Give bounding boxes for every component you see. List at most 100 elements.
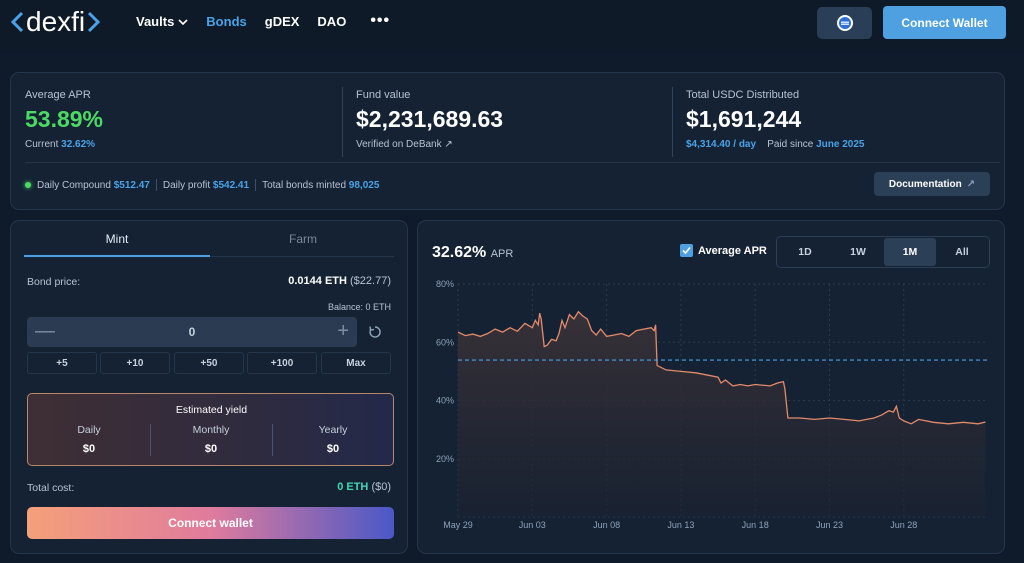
dexfi-logo[interactable]: dexfi: [10, 4, 101, 40]
debank-link[interactable]: Verified on DeBank ↗: [356, 139, 503, 150]
total-cost-eth: 0 ETH: [337, 481, 369, 493]
plus-icon[interactable]: +: [337, 320, 349, 342]
x-tick-label: Jun 28: [890, 520, 917, 530]
x-tick-label: May 29: [443, 520, 473, 530]
connect-wallet-mint-button[interactable]: Connect wallet: [27, 507, 394, 539]
connect-wallet-button[interactable]: Connect Wallet: [883, 6, 1006, 39]
stat-label: Average APR: [25, 89, 91, 101]
range-1m[interactable]: 1M: [884, 238, 936, 266]
separator: [155, 179, 157, 191]
y-tick-label: 60%: [436, 337, 454, 347]
stats-card: Average APR 53.89% Current 32.62% Fund v…: [10, 72, 1005, 210]
fund-value-stat: Fund value $2,231,689.63 Verified on DeB…: [356, 89, 503, 150]
usdc-per-day: $4,314.40 / day: [686, 139, 757, 150]
external-link-icon: ↗: [444, 139, 453, 150]
quick-max[interactable]: Max: [321, 352, 391, 374]
quick-add-5[interactable]: +5: [27, 352, 97, 374]
stat-label: Total USDC Distributed: [686, 89, 800, 101]
current-apr-value: 32.62%: [61, 139, 96, 150]
daily-compound-label: Daily Compound: [37, 179, 111, 191]
bonds-minted-value: 98,025: [348, 179, 380, 191]
separator: [255, 179, 257, 191]
nav-links: Vaults Bonds gDEX DAO •••: [136, 12, 391, 30]
y-tick-label: 40%: [436, 396, 454, 406]
bond-price-label: Bond price:: [27, 276, 81, 288]
current-apr-unit: APR: [490, 248, 514, 260]
x-tick-label: Jun 03: [519, 520, 546, 530]
usdc-details: $4,314.40 / day Paid since June 2025: [686, 139, 864, 150]
usdc-distributed-stat: Total USDC Distributed $1,691,244 $4,314…: [686, 89, 864, 150]
tab-farm[interactable]: Farm: [289, 232, 317, 246]
range-1w[interactable]: 1W: [850, 246, 866, 258]
bond-price-eth: 0.0144 ETH: [288, 275, 347, 287]
nav-link-bonds[interactable]: Bonds: [206, 14, 246, 29]
amount-input[interactable]: 0: [188, 325, 196, 339]
x-tick-label: Jun 08: [593, 520, 620, 530]
average-apr-toggle[interactable]: Average APR: [680, 244, 767, 257]
average-apr-label: Average APR: [698, 244, 767, 257]
apr-line: [457, 310, 986, 425]
daily-compound-value: $512.47: [113, 179, 150, 191]
quick-add-50[interactable]: +50: [174, 352, 244, 374]
live-indicator-icon: [25, 182, 31, 188]
logo-left-chevron-icon: [10, 11, 24, 33]
quick-add-100[interactable]: +100: [247, 352, 317, 374]
range-selector: 1D 1W 1M All: [776, 236, 990, 268]
current-apr: 32.62% APR: [432, 244, 513, 262]
yield-yearly: Yearly $0: [272, 424, 394, 455]
yield-label: Daily: [77, 424, 101, 436]
tab-mint[interactable]: Mint: [105, 232, 129, 246]
average-apr-stat: Average APR 53.89% Current 32.62%: [25, 89, 103, 150]
ellipsis-icon[interactable]: •••: [370, 12, 391, 29]
yield-value: $0: [204, 443, 218, 455]
average-apr-value: 53.89%: [25, 106, 104, 132]
documentation-label: Documentation: [888, 178, 962, 190]
stat-label: Fund value: [356, 89, 411, 101]
network-icon: [836, 15, 853, 31]
nav-link-vaults[interactable]: Vaults: [136, 14, 188, 29]
amount-stepper: — 0 +: [27, 317, 357, 347]
documentation-button[interactable]: Documentation ↗: [874, 172, 990, 196]
logo-right-chevron-icon: [88, 11, 101, 33]
current-apr-value: 32.62%: [432, 244, 487, 261]
nav-link-gdex[interactable]: gDEX: [265, 14, 300, 29]
yield-daily: Daily $0: [28, 424, 150, 455]
current-apr: Current 32.62%: [25, 139, 103, 150]
balance: Balance: 0 ETH: [327, 302, 391, 312]
logo-text: dexfi: [26, 6, 86, 37]
x-tick-label: Jun 18: [742, 520, 769, 530]
total-cost-label: Total cost:: [27, 482, 75, 494]
current-apr-label: Current: [25, 139, 59, 150]
reset-icon[interactable]: [368, 325, 382, 339]
nav-link-dao[interactable]: DAO: [317, 14, 346, 29]
top-nav: dexfi Vaults Bonds gDEX DAO ••• Conne: [0, 0, 1024, 50]
daily-profit-label: Daily profit: [162, 179, 211, 191]
chevron-down-icon: [178, 18, 188, 25]
mint-card: Mint Farm Bond price: 0.0144 ETH ($22.77…: [10, 220, 408, 554]
x-tick-label: Jun 23: [816, 520, 843, 530]
yield-title: Estimated yield: [175, 404, 248, 416]
x-tick-label: Jun 13: [667, 520, 694, 530]
total-cost-usd: ($0): [371, 481, 391, 493]
range-1d[interactable]: 1D: [798, 246, 812, 258]
stats-footer: Daily Compound $512.47 Daily profit $542…: [25, 179, 379, 191]
fund-value: $2,231,689.63: [356, 106, 504, 132]
checkbox-checked-icon[interactable]: [680, 244, 693, 257]
apr-chart-card: 32.62% APR Average APR 1D 1W 1M All 20% 4…: [417, 220, 1005, 554]
external-link-icon: ↗: [966, 178, 976, 190]
estimated-yield-box: Estimated yield Daily $0 Monthly $0 Year…: [27, 393, 394, 466]
nav-link-label: gDEX: [264, 14, 300, 29]
divider: [150, 424, 151, 456]
range-all[interactable]: All: [955, 246, 969, 258]
y-tick-label: 20%: [436, 454, 454, 464]
quick-add-10[interactable]: +10: [100, 352, 170, 374]
paid-since-label: Paid since: [767, 139, 814, 150]
minus-icon[interactable]: —: [35, 320, 55, 342]
bond-price: 0.0144 ETH ($22.77): [288, 275, 391, 287]
network-selector-button[interactable]: [817, 7, 872, 39]
divider: [672, 87, 673, 157]
yield-label: Yearly: [318, 424, 348, 436]
bond-price-usd: ($22.77): [350, 275, 391, 287]
nav-link-label: Vaults: [136, 14, 175, 29]
total-cost: 0 ETH ($0): [337, 481, 391, 493]
